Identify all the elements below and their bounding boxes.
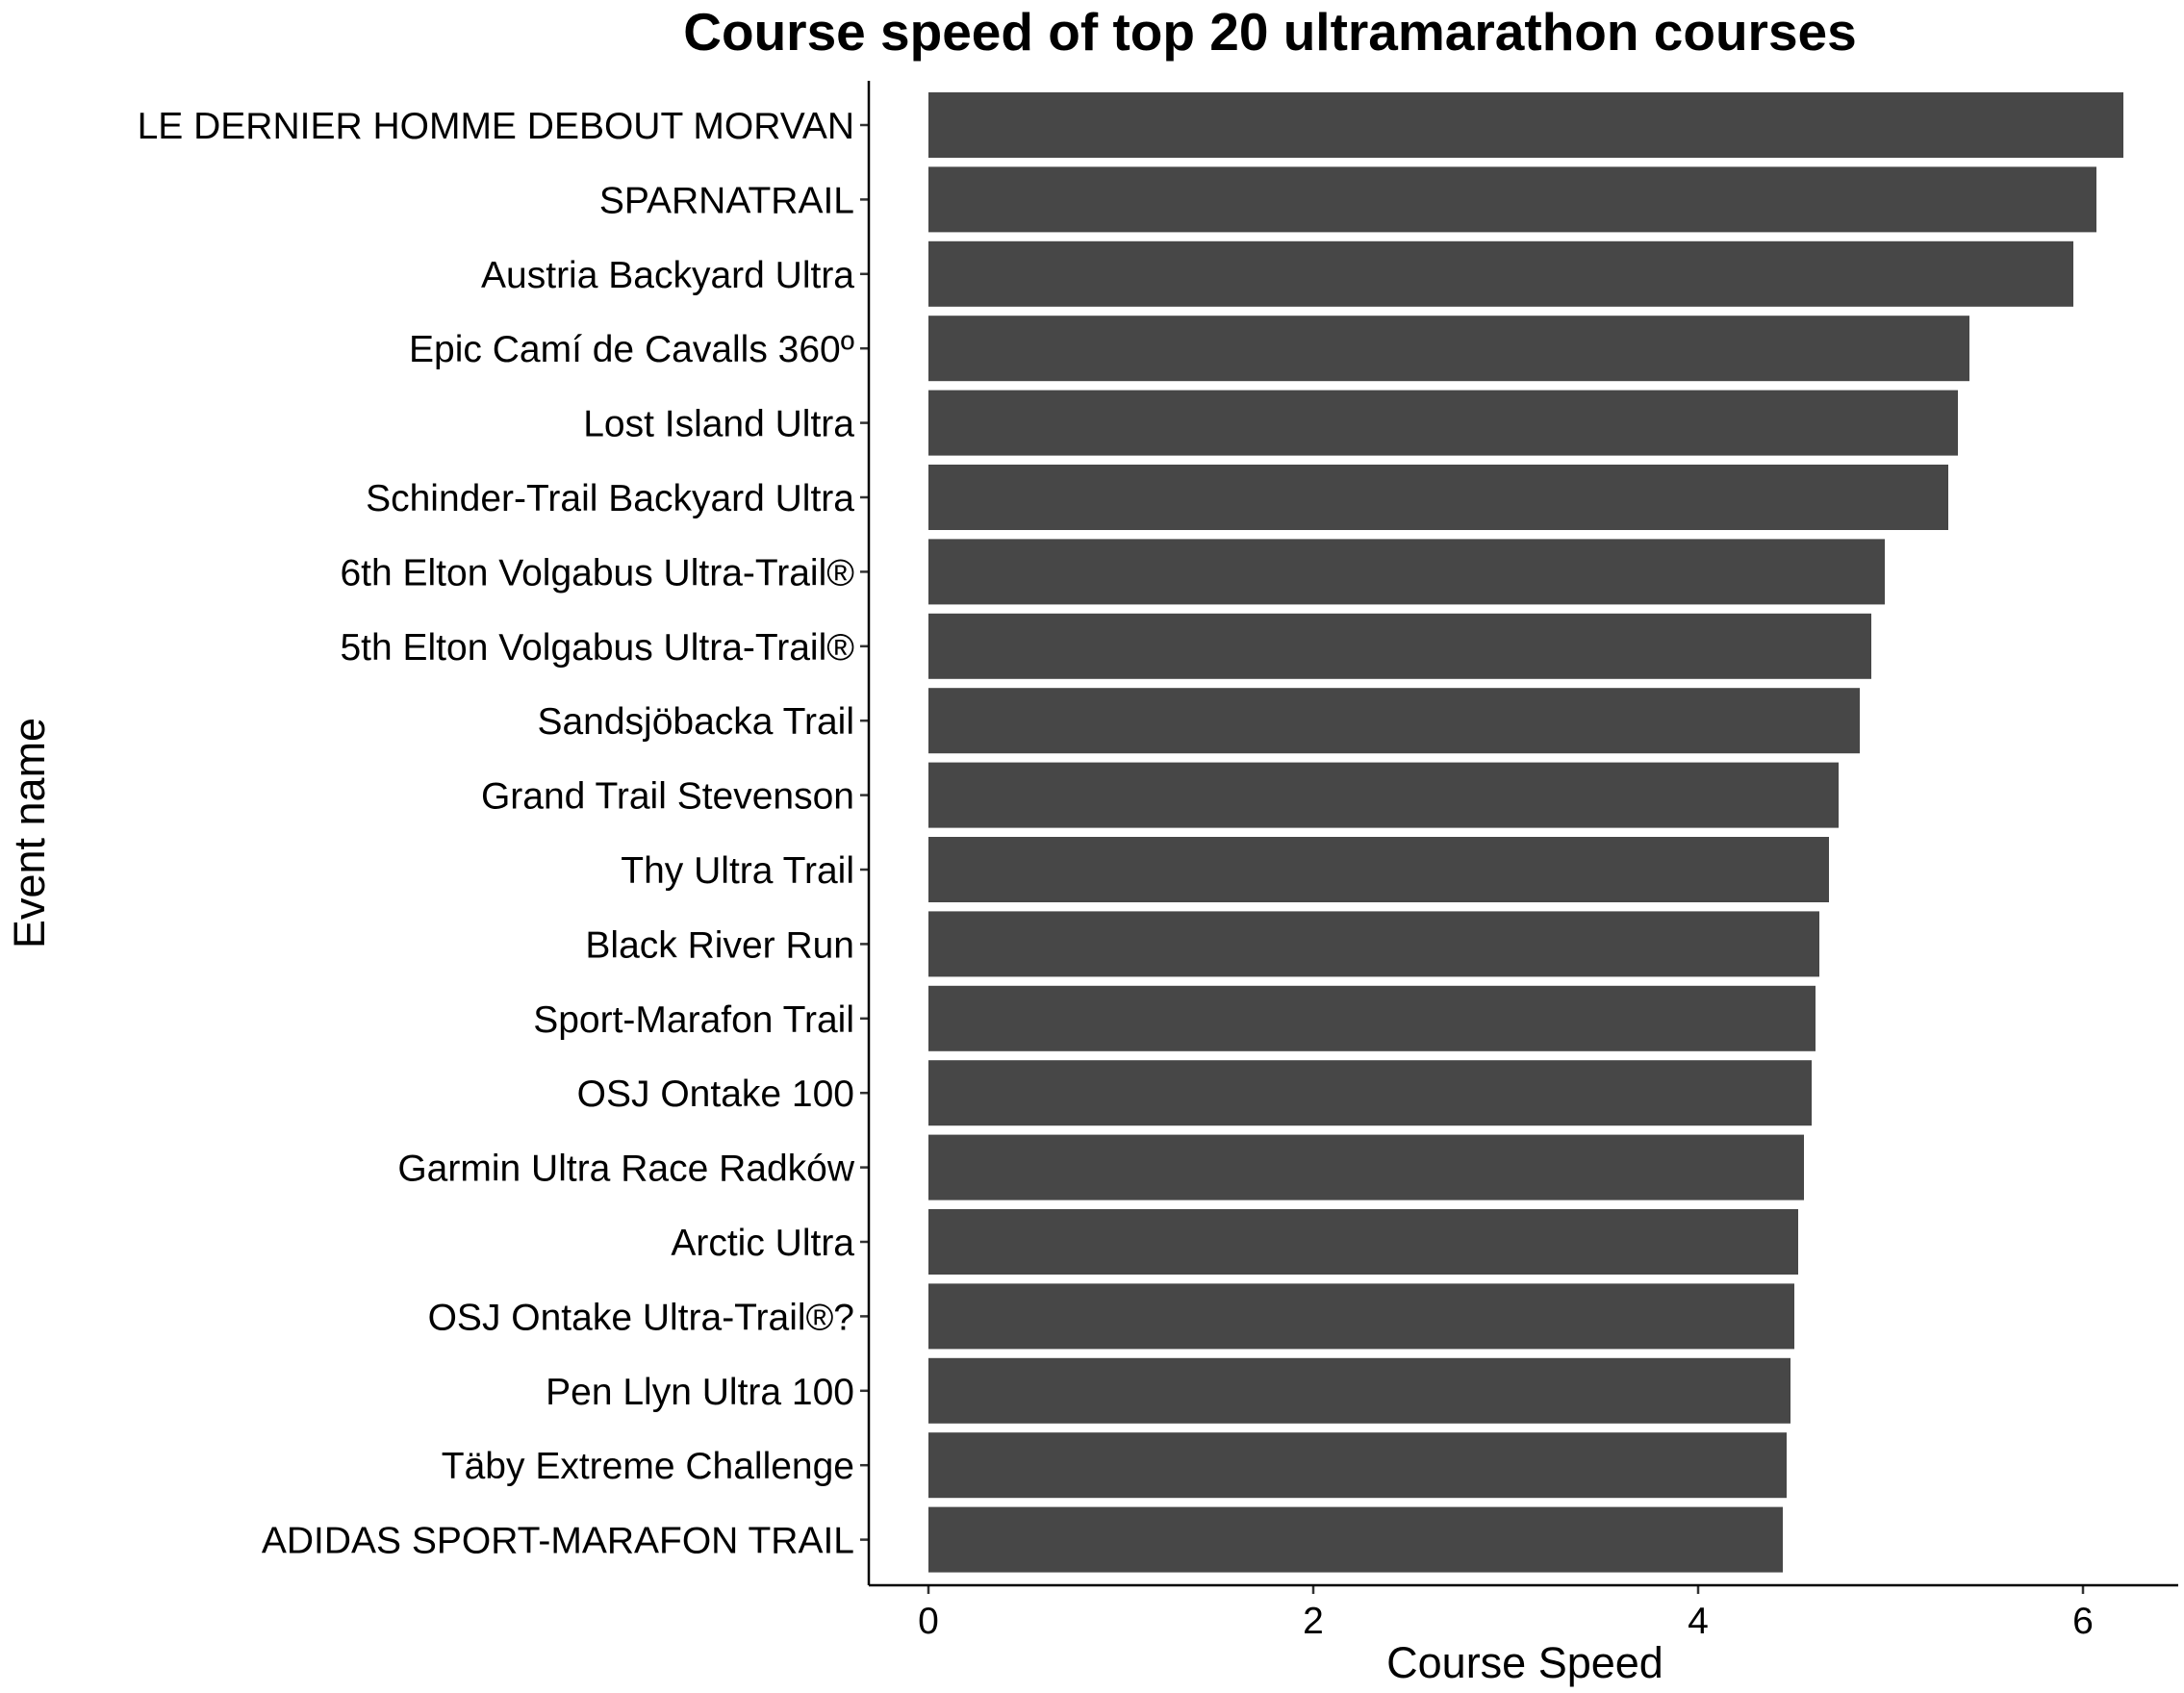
bar xyxy=(928,316,1969,382)
x-tick-label: 4 xyxy=(1688,1601,1709,1642)
bar xyxy=(928,1060,1812,1126)
x-axis-ticks: 0 2 4 6 xyxy=(918,1585,2094,1642)
bar xyxy=(928,539,1885,605)
bar xyxy=(928,166,2096,233)
y-tick-label: OSJ Ontake Ultra-Trail®? xyxy=(428,1297,854,1338)
x-axis-title: Course Speed xyxy=(1386,1638,1663,1687)
y-tick-label: Black River Run xyxy=(585,924,854,966)
bar xyxy=(928,613,1871,679)
y-tick-label: Thy Ultra Trail xyxy=(621,850,854,892)
y-tick-label: ADIDAS SPORT-MARAFON TRAIL xyxy=(262,1521,854,1562)
bar xyxy=(928,465,1948,530)
bar xyxy=(928,985,1816,1051)
y-tick-label: 5th Elton Volgabus Ultra-Trail® xyxy=(340,627,854,669)
x-tick-label: 2 xyxy=(1303,1601,1324,1642)
bar xyxy=(928,390,1958,456)
y-axis-ticks: LE DERNIER HOMME DEBOUT MORVAN SPARNATRAI… xyxy=(138,106,869,1562)
bars xyxy=(928,92,2123,1573)
bar xyxy=(928,1432,1787,1499)
y-tick-label: 6th Elton Volgabus Ultra-Trail® xyxy=(340,552,854,594)
y-tick-label: Sandsjöbacka Trail xyxy=(537,701,854,743)
y-tick-label: Garmin Ultra Race Radków xyxy=(397,1149,854,1190)
chart-title: Course speed of top 20 ultramarathon cou… xyxy=(683,2,1856,62)
y-axis-title: Event name xyxy=(5,718,54,948)
y-tick-label: Schinder-Trail Backyard Ultra xyxy=(366,478,854,519)
y-tick-label: OSJ Ontake 100 xyxy=(577,1074,854,1115)
x-tick-label: 6 xyxy=(2072,1601,2094,1642)
bar xyxy=(928,762,1839,828)
bar xyxy=(928,837,1829,902)
y-tick-label: Grand Trail Stevenson xyxy=(481,776,854,818)
x-tick-label: 0 xyxy=(918,1601,939,1642)
bar xyxy=(928,1506,1783,1573)
y-tick-label: Epic Camí de Cavalls 360º xyxy=(409,329,854,370)
bar xyxy=(928,240,2073,307)
bar xyxy=(928,1283,1794,1350)
y-tick-label: LE DERNIER HOMME DEBOUT MORVAN xyxy=(138,106,854,147)
y-tick-label: Arctic Ultra xyxy=(671,1223,854,1264)
bar xyxy=(928,1357,1790,1424)
y-tick-label: Sport-Marafon Trail xyxy=(533,999,854,1041)
y-tick-label: Austria Backyard Ultra xyxy=(481,255,854,296)
y-tick-label: Lost Island Ultra xyxy=(583,404,854,445)
bar xyxy=(928,1134,1804,1200)
bar xyxy=(928,1209,1798,1275)
bar xyxy=(928,911,1819,977)
y-tick-label: SPARNATRAIL xyxy=(599,180,854,221)
y-tick-label: Pen Llyn Ultra 100 xyxy=(546,1372,854,1413)
bar xyxy=(928,92,2123,158)
y-tick-label: Täby Extreme Challenge xyxy=(442,1446,854,1487)
bar xyxy=(928,688,1860,754)
